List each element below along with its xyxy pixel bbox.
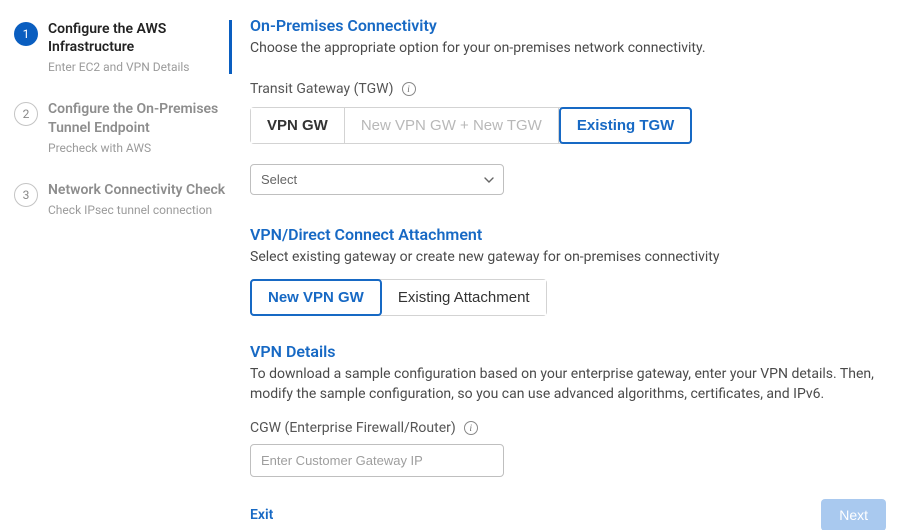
step-title: Network Connectivity Check [48, 181, 228, 199]
connectivity-title: On-Premises Connectivity [250, 16, 886, 35]
step-title: Configure the On-Premises Tunnel Endpoin… [48, 100, 228, 136]
step-subtitle: Precheck with AWS [48, 141, 228, 155]
step-2[interactable]: 2 Configure the On-Premises Tunnel Endpo… [14, 100, 232, 154]
step-number: 3 [14, 183, 38, 207]
attachment-option-existing[interactable]: Existing Attachment [382, 280, 546, 315]
info-icon[interactable]: i [464, 421, 478, 435]
cgw-label-text: CGW (Enterprise Firewall/Router) [250, 420, 456, 436]
tgw-select[interactable]: Select [250, 164, 504, 195]
cgw-input[interactable] [250, 444, 504, 477]
tgw-option-vpngw[interactable]: VPN GW [251, 108, 345, 143]
attachment-option-new[interactable]: New VPN GW [250, 279, 382, 316]
step-subtitle: Enter EC2 and VPN Details [48, 60, 228, 74]
vpn-desc: To download a sample configuration based… [250, 365, 886, 404]
attachment-desc: Select existing gateway or create new ga… [250, 248, 886, 268]
step-1[interactable]: 1 Configure the AWS Infrastructure Enter… [14, 20, 232, 74]
next-button[interactable]: Next [821, 499, 886, 530]
step-number: 1 [14, 22, 38, 46]
connectivity-desc: Choose the appropriate option for your o… [250, 39, 886, 59]
vpn-title: VPN Details [250, 342, 886, 361]
info-icon[interactable]: i [402, 82, 416, 96]
attachment-option-group: New VPN GW Existing Attachment [250, 279, 547, 316]
attachment-title: VPN/Direct Connect Attachment [250, 225, 886, 244]
wizard-footer: Exit Next [250, 499, 886, 530]
step-title: Configure the AWS Infrastructure [48, 20, 228, 56]
tgw-option-existing[interactable]: Existing TGW [559, 107, 693, 144]
step-number: 2 [14, 102, 38, 126]
main-panel: On-Premises Connectivity Choose the appr… [232, 0, 914, 530]
tgw-label-text: Transit Gateway (TGW) [250, 81, 394, 97]
wizard-sidebar: 1 Configure the AWS Infrastructure Enter… [0, 0, 232, 530]
cgw-label: CGW (Enterprise Firewall/Router) i [250, 420, 886, 436]
exit-link[interactable]: Exit [250, 507, 273, 523]
tgw-option-new: New VPN GW + New TGW [345, 108, 559, 143]
tgw-label: Transit Gateway (TGW) i [250, 81, 886, 97]
step-3[interactable]: 3 Network Connectivity Check Check IPsec… [14, 181, 232, 217]
tgw-select-button[interactable]: Select [250, 164, 504, 195]
step-subtitle: Check IPsec tunnel connection [48, 203, 228, 217]
tgw-option-group: VPN GW New VPN GW + New TGW Existing TGW [250, 107, 692, 144]
